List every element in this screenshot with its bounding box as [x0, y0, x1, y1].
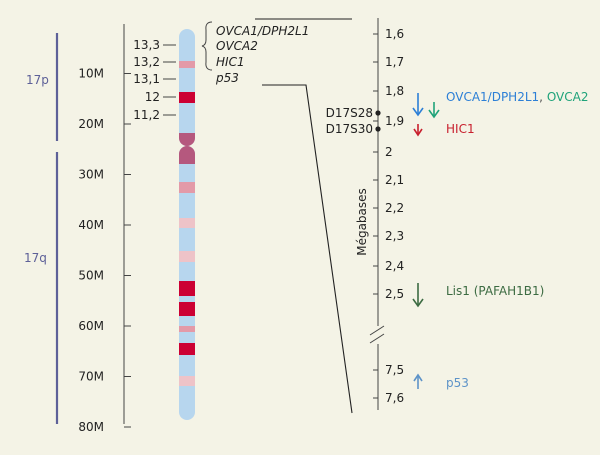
zoom-tick-label: 7,5	[385, 363, 404, 377]
p-arm-body	[179, 29, 195, 146]
marker-label: D17S28	[326, 106, 373, 120]
band-label: 11,2	[133, 108, 160, 122]
band-label: 12	[145, 90, 160, 104]
band-label: 13,2	[133, 55, 160, 69]
gene-list-item: p53	[215, 71, 239, 85]
band-q1	[179, 182, 195, 193]
ruler-tick-label: 80M	[78, 420, 104, 434]
zoom-tick-label: 2,4	[385, 259, 404, 273]
p53-arrow	[413, 373, 423, 389]
gene-annotations: OVCA1/DPH2L1, OVCA2 HIC1 Lis1 (PAFAH1B1)…	[446, 90, 588, 390]
p-arm-chromatid	[179, 29, 195, 146]
axis-break	[369, 325, 385, 344]
ovca1-arrow	[412, 93, 424, 117]
band-q8	[179, 376, 195, 386]
band-q2	[179, 218, 195, 228]
lis1-label: Lis1 (PAFAH1B1)	[446, 284, 544, 298]
zoom-tick-label: 2,5	[385, 287, 404, 301]
zoom-tick-label: 2,3	[385, 229, 404, 243]
ovca1-label: OVCA1/DPH2L1	[446, 90, 539, 104]
marker-label: D17S30	[326, 122, 373, 136]
q-arm-label: 17q	[24, 251, 47, 265]
markers: D17S28 D17S30	[326, 106, 381, 136]
centromere-q	[179, 146, 195, 164]
band-labels: 13,3 13,2 13,1 12 11,2	[133, 38, 160, 122]
hic1-arrow	[413, 124, 423, 137]
band-12	[179, 92, 195, 103]
ruler-tick-label: 30M	[78, 168, 104, 182]
band-13-2	[179, 61, 195, 68]
zoom-tick-label: 7,6	[385, 391, 404, 405]
zoom-connectors	[255, 18, 353, 414]
p-arm-label: 17p	[26, 73, 49, 87]
chromosome-ideogram	[179, 29, 195, 420]
ovca-separator: ,	[539, 90, 547, 104]
band-q6	[179, 326, 195, 332]
gene-list-item: OVCA2	[216, 39, 258, 53]
ruler-tick-label: 70M	[78, 370, 104, 384]
gene-arrows	[412, 93, 440, 389]
band-q3	[179, 251, 195, 262]
band-q5	[179, 302, 195, 316]
zoom-tick-label: 2,2	[385, 201, 404, 215]
lis1-arrow	[412, 283, 424, 308]
megabase-ruler: 10M 20M 30M 40M 50M 60M 70M 80M	[78, 24, 131, 434]
gene-brace	[201, 21, 213, 71]
ovca2-arrow	[428, 102, 440, 119]
zoom-p53-line	[262, 84, 353, 414]
marker-dot	[375, 126, 381, 132]
gene-list-item: OVCA1/DPH2L1	[216, 24, 309, 38]
band-q7	[179, 343, 195, 355]
zoom-tick-label: 2,1	[385, 173, 404, 187]
ovca-annotation: OVCA1/DPH2L1, OVCA2	[446, 90, 588, 104]
ruler-tick-label: 40M	[78, 218, 104, 232]
gene-list: OVCA1/DPH2L1 OVCA2 HIC1 p53	[215, 24, 309, 85]
q-arm-chromatid	[179, 146, 195, 420]
band-label: 13,3	[133, 38, 160, 52]
ruler-tick-label: 60M	[78, 319, 104, 333]
zoom-axis: 1,6 1,7 1,8 1,9 2 2,1 2,2 2,3 2,4 2,5 7,5 7,6 Mégab…	[355, 18, 404, 410]
zoom-tick-label: 1,9	[385, 114, 404, 128]
p53-label: p53	[446, 376, 469, 390]
zoom-tick-label: 1,7	[385, 55, 404, 69]
zoom-tick-label: 2	[385, 145, 393, 159]
centromere-p	[179, 133, 195, 146]
marker-dot	[375, 110, 381, 116]
zoom-tick-label: 1,6	[385, 27, 404, 41]
hic1-label: HIC1	[446, 122, 475, 136]
zoom-tick-label: 1,8	[385, 84, 404, 98]
band-q4	[179, 281, 195, 296]
gene-list-item: HIC1	[216, 55, 245, 69]
ruler-tick-label: 50M	[78, 269, 104, 283]
zoom-axis-title: Mégabases	[355, 188, 369, 256]
ovca2-label: OVCA2	[547, 90, 589, 104]
band-leader-lines	[163, 44, 176, 116]
band-label: 13,1	[133, 72, 160, 86]
ruler-tick-label: 20M	[78, 117, 104, 131]
ruler-tick-label: 10M	[78, 67, 104, 81]
